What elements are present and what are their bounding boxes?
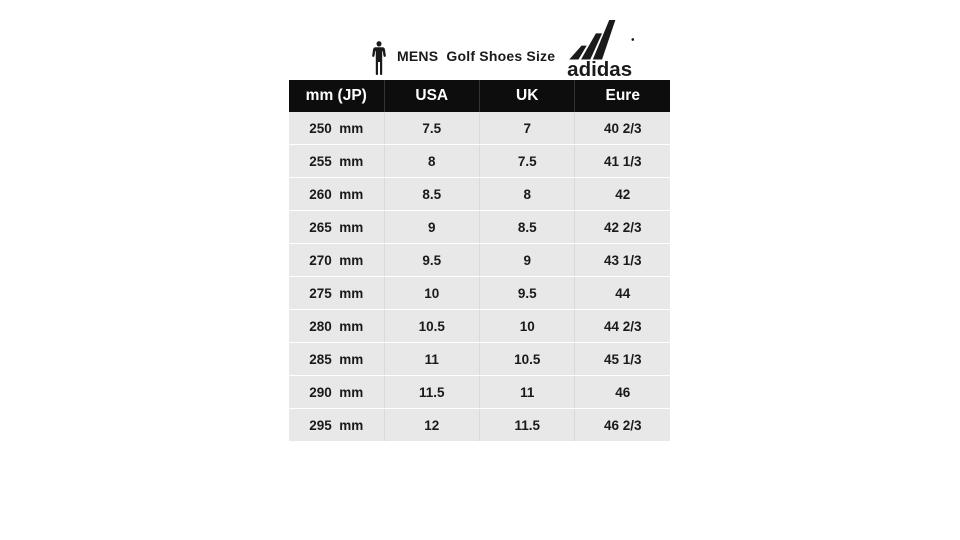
svg-text:adidas: adidas [567, 58, 632, 79]
